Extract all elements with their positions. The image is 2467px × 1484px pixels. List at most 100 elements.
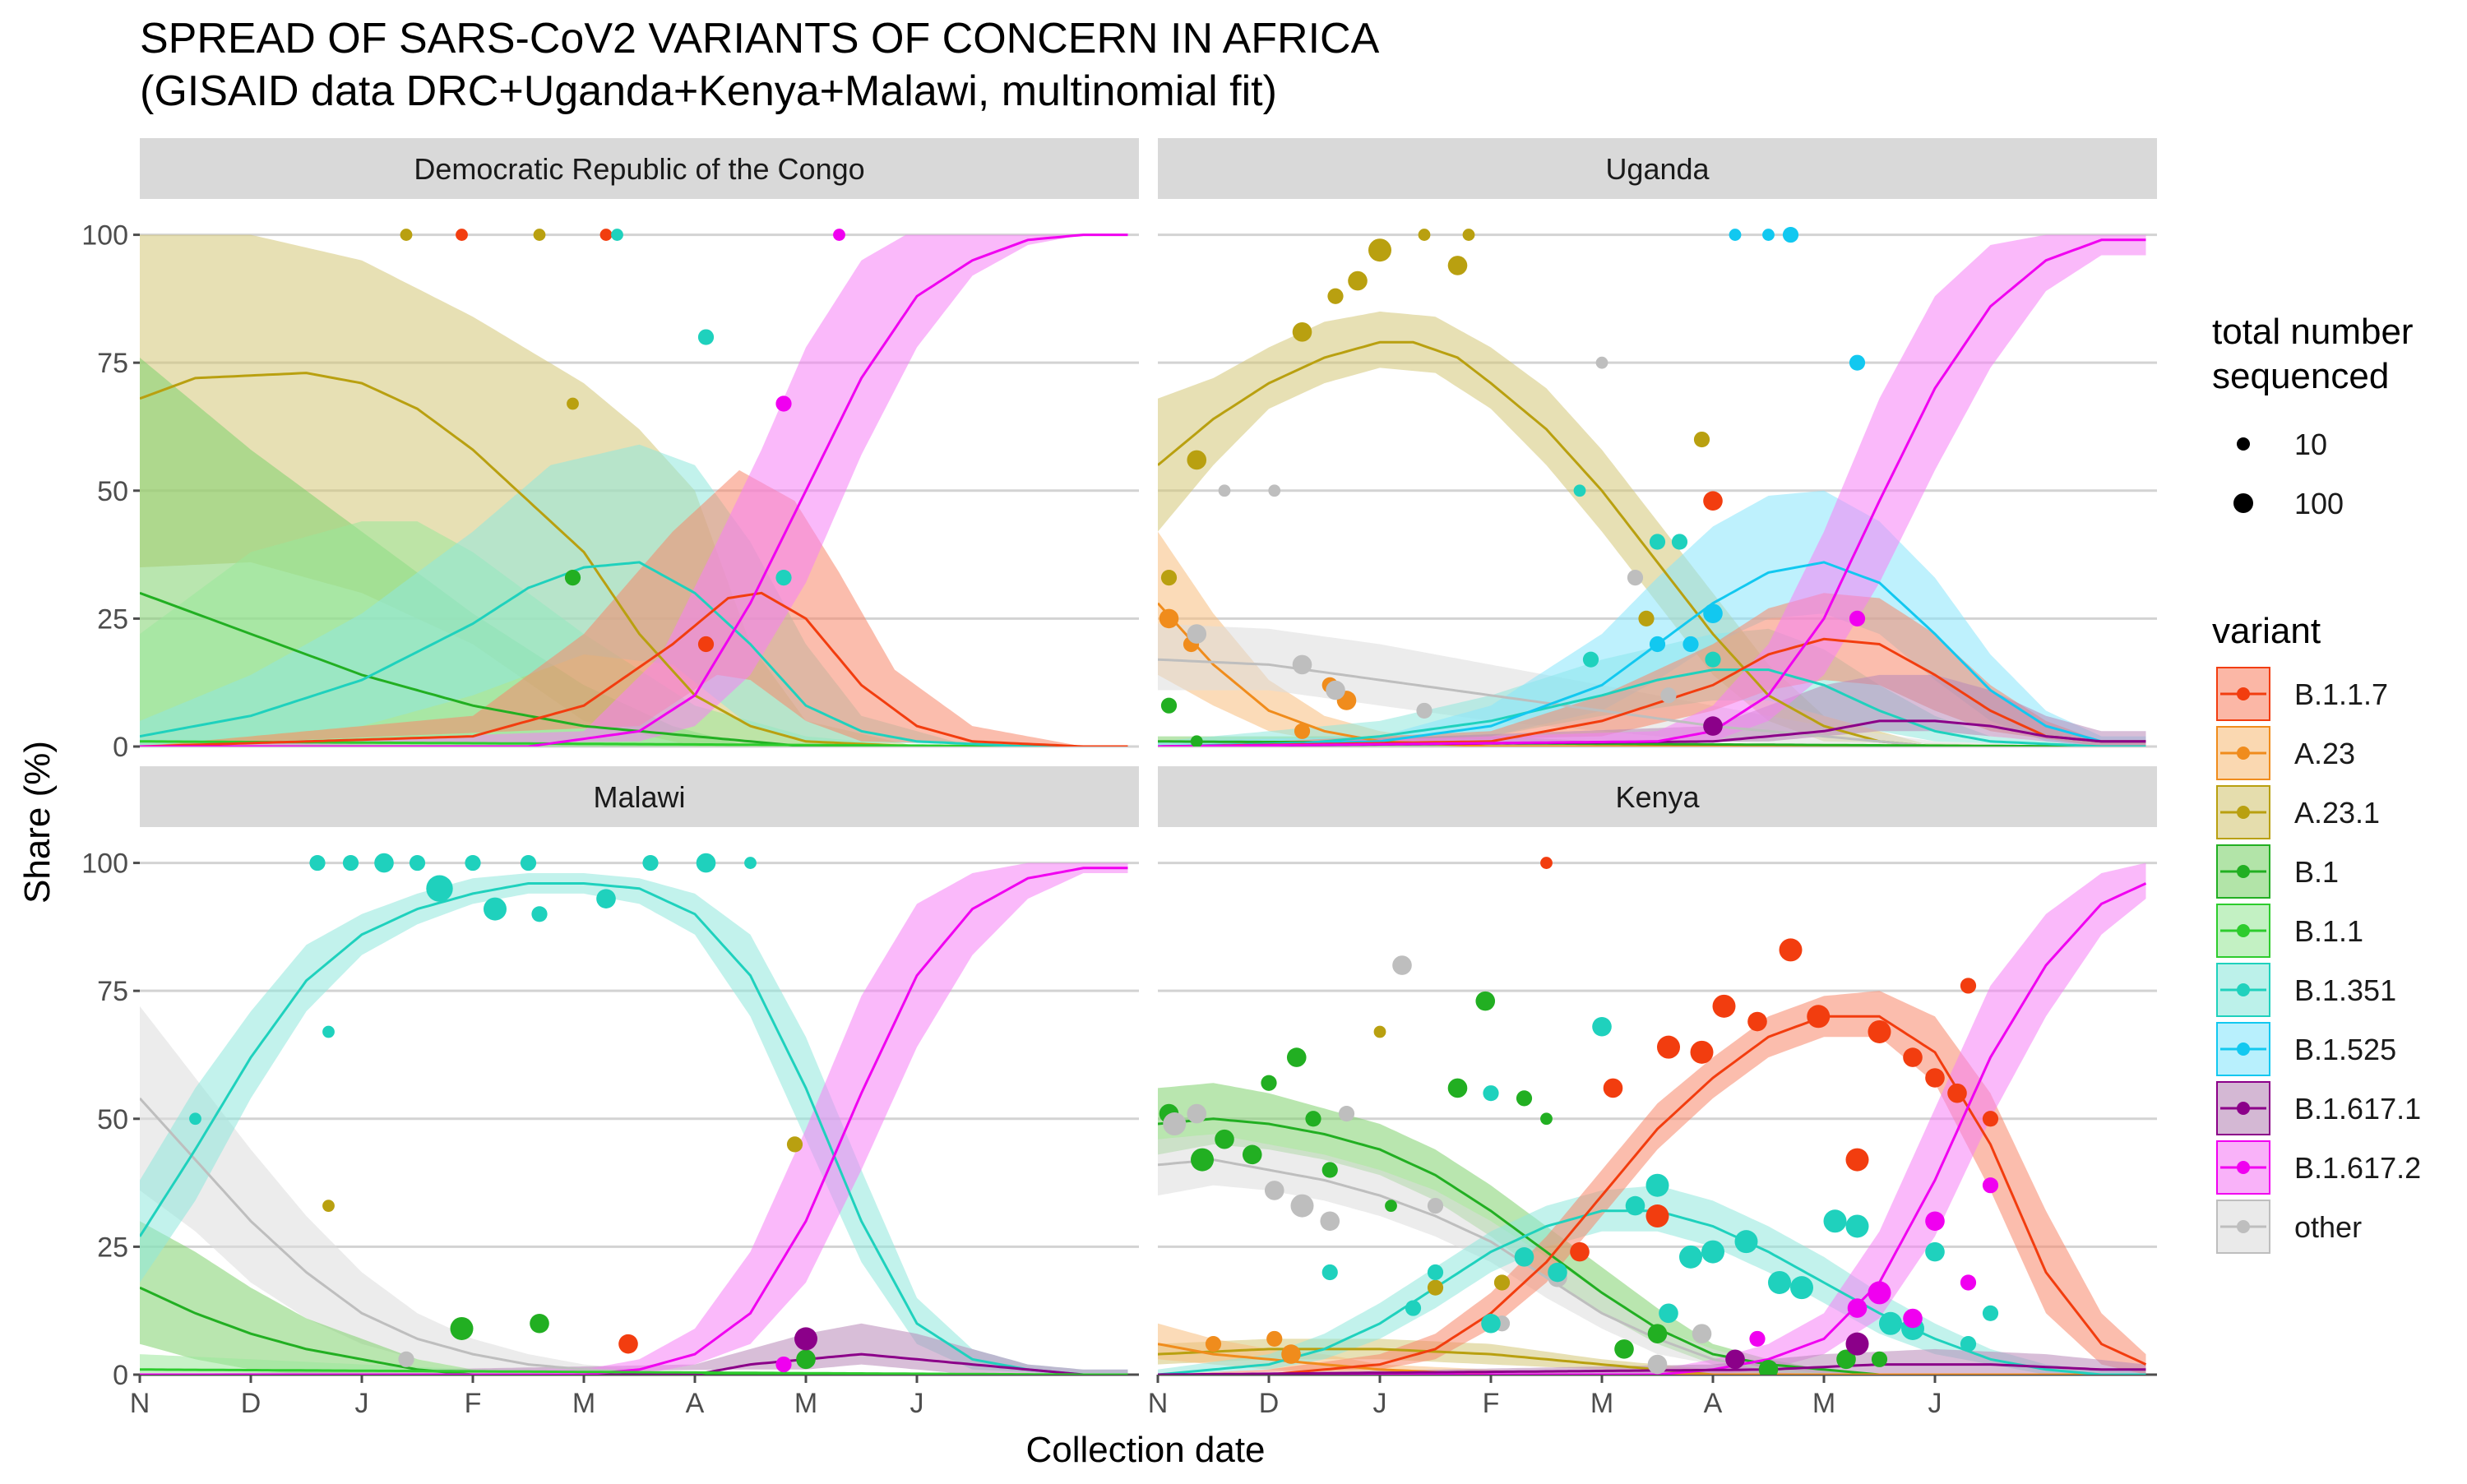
data-point-b-1-351 [1649,534,1666,550]
panel-democratic-republic-of-the-congo: Democratic Republic of the Congo 0 25 50 75 1… [81,138,1139,763]
x-tick-label: N [130,1388,150,1419]
data-point-b-1-351 [1671,534,1688,550]
data-point-b-1-617-1 [1845,1332,1869,1356]
data-point-b-1-351 [1573,484,1586,497]
x-tick-label: A [686,1388,705,1419]
data-point-b-1-351 [1925,1241,1945,1262]
fit-line-b-1-617-2 [1158,238,2146,747]
chart-subtitle: (GISAID data DRC+Uganda+Kenya+Malawi, mu… [140,67,1277,115]
facet-panels: Democratic Republic of the Congo 0 25 50 75 1… [81,138,2157,1419]
fit-line-b-1-1 [140,1368,1128,1375]
size-legend-dot-large [2233,493,2253,513]
data-point-b-1 [564,569,581,586]
legend-item-b-1: B.1 [2216,844,2339,899]
data-point-b-1-1-7 [1807,1005,1831,1029]
fit-line-b-1 [1158,1117,2146,1375]
x-tick-label: N [1148,1388,1169,1419]
data-point-other [1627,569,1644,586]
data-point-b-1 [1516,1090,1533,1107]
ci-band-b-1-617-1 [1158,1348,2146,1375]
legend-item-other: other [2216,1200,2362,1254]
data-point-a-23-1 [786,1136,803,1153]
data-point-b-1-1-7 [1540,857,1553,869]
x-tick-label: M [572,1388,595,1419]
size-legend-dot-small [2237,437,2250,451]
data-point-b-1 [1286,1047,1307,1067]
data-point-b-1-617-2 [1847,1298,1868,1318]
ci-band-b-1-617-2 [1158,234,2146,747]
data-point-b-1-1-7 [1657,1035,1680,1059]
data-point-b-1-1-7 [1570,1241,1590,1262]
ci-band-b-1-617-1 [1158,674,2146,747]
legend-dot-b-1-1 [2237,924,2250,937]
data-point-b-1-1-7 [1603,1078,1623,1098]
data-point-a-23-1 [1348,270,1368,291]
data-point-a-23-1 [1427,1279,1444,1296]
legends: total number sequenced 10 100 variant B.… [2212,312,2421,1254]
data-point-b-1-351 [596,889,616,908]
data-point-b-1-351 [611,229,623,241]
x-tick-label: A [1704,1388,1723,1419]
data-point-b-1 [1871,1351,1888,1367]
legend-dot-b-1-1-7 [2237,687,2250,700]
data-point-b-1-525 [1849,354,1866,371]
ci-band-b-1-1-7 [1158,593,2146,747]
data-point-b-1-351 [531,906,548,922]
fit-line-a-23-1 [140,372,1128,747]
fit-line-a-23 [1158,1343,2146,1375]
data-point-b-1-1-7 [1868,1019,1891,1043]
fit-line-b-1-617-1 [140,1352,1128,1375]
data-point-a-23-1 [1160,569,1178,586]
legend-dot-other [2237,1220,2250,1233]
y-tick-label: 75 [97,976,128,1007]
data-point-b-1-351 [1705,651,1721,668]
data-point-a-23-1 [533,229,546,241]
y-tick-label: 0 [113,1360,128,1391]
fit-line-b-1 [140,1286,1128,1375]
legend-item-a-23: A.23 [2216,726,2355,780]
data-point-b-1 [1385,1200,1397,1212]
panel-malawi: Malawi 0 25 50 75 100 N D J F M A M J [81,766,1139,1419]
data-point-b-1-1-7 [1712,994,1736,1018]
data-point-b-1-351 [484,897,507,921]
x-tick-label: M [1590,1388,1613,1419]
strip-label-uganda: Uganda [1605,152,1710,186]
data-point-b-1-351 [697,329,715,345]
data-point-b-1 [796,1349,816,1370]
y-tick-label: 0 [113,732,128,763]
data-point-other [1692,1324,1712,1344]
legend-label-a-23-1: A.23.1 [2294,796,2380,830]
data-point-a-23-1 [400,229,413,241]
data-point-b-1 [1614,1339,1634,1359]
data-point-b-1-351 [1625,1195,1645,1216]
data-point-other [1416,702,1433,719]
data-point-b-1-351 [1645,1173,1669,1197]
data-point-b-1 [1475,991,1496,1011]
data-point-b-1 [1321,1162,1338,1178]
data-point-b-1-1-7 [1645,1204,1669,1228]
strip-label-democratic-republic-of-the-congo: Democratic Republic of the Congo [414,152,864,186]
data-point-other [1290,1194,1314,1218]
data-point-other [1264,1181,1284,1200]
legend-label-b-1-1: B.1.1 [2294,914,2363,948]
data-point-b-1-351 [1321,1264,1338,1281]
legend-label-other: other [2294,1210,2362,1244]
data-point-b-1 [530,1313,549,1334]
data-point-b-1-351 [696,853,716,873]
data-point-b-1 [1190,735,1203,747]
data-point-b-1-525 [1782,226,1799,243]
data-point-other [1187,624,1207,644]
ci-band-b-1-617-2 [140,234,1128,747]
data-point-b-1-351 [775,569,792,586]
data-point-b-1-351 [744,857,757,869]
data-point-b-1-617-2 [1849,610,1866,626]
fit-line-b-1-351 [140,882,1128,1375]
data-point-b-1-351 [1659,1303,1678,1324]
size-legend-label-small: 10 [2294,428,2327,461]
fit-line-b-1-617-2 [140,867,1128,1375]
data-point-b-1-351 [1823,1209,1847,1233]
data-point-a-23-1 [1693,431,1710,448]
ci-band-b-1 [1158,1083,2146,1375]
data-point-a-23-1 [1368,238,1391,262]
legend-item-b-1-525: B.1.525 [2216,1022,2396,1076]
